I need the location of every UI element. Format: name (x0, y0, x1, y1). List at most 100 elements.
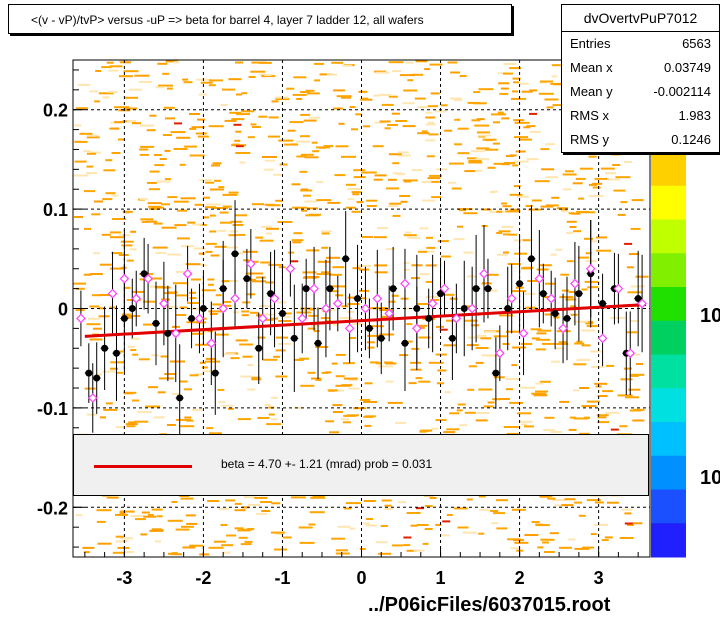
histogram-bin (222, 193, 238, 196)
histogram-bin (251, 378, 262, 381)
histogram-bin (498, 82, 510, 85)
histogram-bin (235, 252, 244, 255)
histogram-bin (313, 330, 320, 333)
histogram-bin (363, 125, 371, 128)
histogram-bin (255, 276, 266, 279)
histogram-bin (186, 522, 198, 525)
histogram-bin (579, 167, 593, 170)
histogram-bin (499, 92, 509, 95)
palette-band (651, 287, 686, 322)
histogram-bin (537, 546, 544, 549)
histogram-bin (308, 116, 320, 119)
histogram-bin (197, 135, 209, 138)
histogram-bin (75, 287, 85, 290)
histogram-bin (381, 499, 392, 502)
histogram-bin (242, 506, 249, 509)
histogram-bin (151, 528, 162, 531)
histogram-bin (134, 74, 150, 77)
histogram-bin (300, 384, 315, 387)
histogram-bin (111, 152, 121, 154)
histogram-bin (153, 416, 165, 419)
black-data-point (448, 334, 456, 342)
histogram-bin (578, 256, 590, 259)
pink-data-point (518, 328, 529, 339)
histogram-bin (424, 505, 433, 508)
histogram-bin (602, 390, 614, 393)
histogram-bin (214, 179, 222, 182)
histogram-bin (348, 387, 360, 390)
stats-box: dvOvertvPuP7012 Entries 6563 Mean x 0.03… (561, 4, 720, 153)
histogram-bin (279, 163, 288, 166)
histogram-bin (222, 551, 231, 554)
histogram-bin (360, 399, 371, 401)
histogram-bin (304, 200, 318, 203)
histogram-bin (199, 361, 206, 364)
histogram-bin (148, 386, 159, 389)
histogram-bin (375, 541, 388, 544)
histogram-bin (302, 271, 317, 274)
histogram-bin (118, 138, 124, 141)
histogram-bin (428, 361, 444, 364)
histogram-bin (356, 201, 364, 204)
histogram-bin (568, 428, 577, 431)
histogram-bin (446, 319, 455, 322)
histogram-bin (343, 377, 358, 380)
histogram-bin (467, 157, 477, 160)
histogram-bin (139, 198, 148, 200)
histogram-bin (594, 177, 609, 180)
histogram-bin (419, 430, 427, 433)
histogram-bin (588, 195, 604, 198)
histogram-bin (183, 388, 192, 391)
histogram-bin (467, 388, 475, 391)
palette-band (651, 320, 686, 355)
histogram-bin (241, 110, 255, 113)
histogram-bin (530, 328, 542, 331)
histogram-bin (366, 341, 375, 344)
x-tick-label: -1 (274, 568, 290, 588)
histogram-bin (454, 118, 461, 121)
histogram-bin (473, 91, 481, 94)
histogram-bin (430, 298, 440, 301)
histogram-bin (82, 546, 95, 549)
histogram-bin (173, 282, 188, 285)
histogram-bin (257, 417, 270, 419)
histogram-bin (230, 357, 240, 360)
histogram-bin (86, 172, 98, 174)
histogram-bin (140, 124, 155, 127)
histogram-bin (392, 70, 401, 73)
histogram-bin (277, 301, 287, 304)
histogram-bin (234, 139, 241, 142)
pink-data-point (119, 273, 130, 284)
histogram-bin (310, 496, 326, 499)
histogram-bin (418, 250, 427, 253)
histogram-bin (592, 186, 601, 189)
histogram-bin (447, 61, 458, 64)
histogram-bin (478, 88, 494, 91)
histogram-bin (529, 130, 541, 133)
fit-line-group (84, 303, 647, 338)
histogram-bin (209, 230, 217, 233)
file-path-footer: ../P06icFiles/6037015.root (368, 594, 611, 616)
histogram-bin (464, 411, 476, 414)
histogram-bin (173, 200, 189, 203)
histogram-bin (221, 544, 234, 547)
histogram-bin (195, 132, 207, 135)
histogram-bin (556, 207, 568, 210)
histogram-bin (264, 404, 271, 406)
pink-data-point (131, 293, 142, 304)
palette-band (651, 354, 686, 389)
histogram-bin (271, 502, 281, 505)
stats-value: 1.983 (678, 108, 711, 123)
histogram-bin (191, 332, 204, 335)
histogram-bin (450, 71, 461, 74)
histogram-bin (439, 293, 455, 296)
histogram-bin (153, 154, 162, 156)
histogram-bin (520, 239, 531, 242)
histogram-bin (542, 342, 555, 345)
histogram-bin (385, 380, 394, 383)
histogram-bin (586, 400, 600, 403)
black-data-point (365, 324, 373, 332)
histogram-bin (124, 392, 134, 395)
histogram-bin (536, 268, 549, 271)
histogram-bin (338, 122, 345, 125)
